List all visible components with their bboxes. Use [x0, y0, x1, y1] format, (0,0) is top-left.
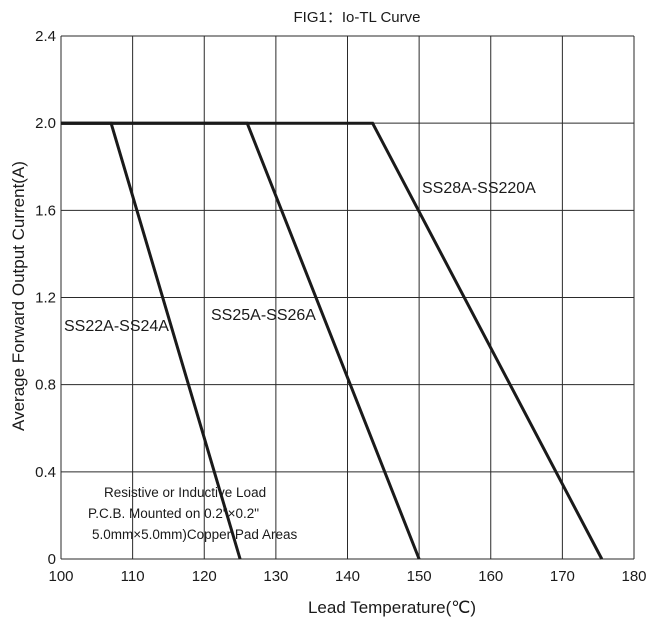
series-label-ss25a: SS25A-SS26A — [211, 307, 316, 324]
y-tick-label: 0.8 — [35, 377, 56, 394]
x-tick-label: 180 — [621, 568, 646, 585]
annotation-line-1: Resistive or Inductive Load — [104, 485, 266, 500]
x-tick-label: 170 — [550, 568, 575, 585]
series-lines — [61, 121, 604, 560]
chart-title: FIG1：Io-TL Curve — [294, 9, 421, 26]
x-axis-label: Lead Temperature(℃) — [308, 598, 476, 617]
y-tick-label: 1.6 — [35, 202, 56, 219]
x-tick-label: 120 — [192, 568, 217, 585]
x-tick-labels: 100 110 120 130 140 150 160 170 180 — [48, 568, 646, 585]
x-tick-label: 100 — [48, 568, 73, 585]
x-tick-label: 110 — [121, 568, 145, 585]
y-tick-label: 2.0 — [35, 115, 56, 132]
series-label-ss22a: SS22A-SS24A — [64, 318, 169, 335]
y-axis-label: Average Forward Output Current(A) — [9, 161, 28, 431]
y-tick-labels: 0 0.4 0.8 1.2 1.6 2.0 2.4 — [35, 28, 56, 568]
y-tick-label: 0.4 — [35, 464, 56, 481]
series-line-3 — [61, 121, 604, 560]
y-tick-label: 2.4 — [35, 28, 56, 45]
annotation-line-2: P.C.B. Mounted on 0.2"×0.2" — [88, 506, 259, 521]
x-tick-label: 130 — [263, 568, 288, 585]
y-tick-label: 1.2 — [35, 290, 56, 307]
annotation-line-3: 5.0mm×5.0mm)Copper Pad Areas — [92, 527, 297, 542]
x-tick-label: 160 — [478, 568, 503, 585]
grid — [60, 35, 635, 560]
x-tick-label: 150 — [407, 568, 432, 585]
series-label-ss28a: SS28A-SS220A — [422, 180, 536, 197]
y-tick-label: 0 — [48, 551, 56, 568]
x-tick-label: 140 — [335, 568, 360, 585]
